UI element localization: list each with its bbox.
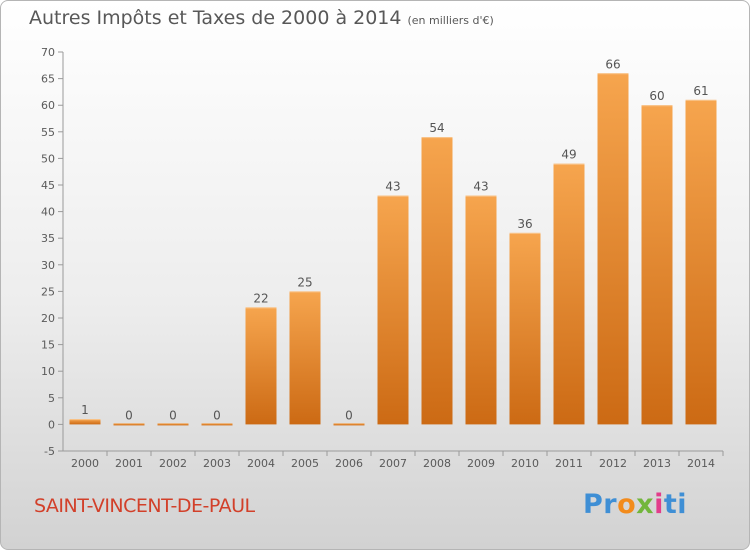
x-tick-label: 2004 xyxy=(247,457,275,470)
x-tick-label: 2012 xyxy=(599,457,627,470)
logo-part-1: Pr xyxy=(583,489,618,520)
bar xyxy=(509,232,541,425)
data-label: 61 xyxy=(693,84,708,98)
y-tick-label: 15 xyxy=(41,339,55,352)
data-label: 0 xyxy=(345,408,353,422)
bar xyxy=(641,105,673,425)
y-tick-label: 65 xyxy=(41,73,55,86)
y-tick-label: 0 xyxy=(48,418,55,431)
bar xyxy=(597,73,629,425)
logo-part-3: x xyxy=(636,489,655,520)
data-label: 43 xyxy=(473,180,488,194)
y-tick-label: 45 xyxy=(41,179,55,192)
x-tick-label: 2000 xyxy=(71,457,99,470)
x-tick-label: 2002 xyxy=(159,457,187,470)
bar xyxy=(113,423,145,426)
x-tick-label: 2010 xyxy=(511,457,539,470)
data-label: 60 xyxy=(649,89,664,103)
bar xyxy=(685,99,717,425)
x-tick-label: 2007 xyxy=(379,457,407,470)
x-tick-label: 2001 xyxy=(115,457,143,470)
x-tick-label: 2011 xyxy=(555,457,583,470)
commune-name: SAINT-VINCENT-DE-PAUL xyxy=(34,495,255,517)
data-label: 66 xyxy=(605,57,620,71)
data-label: 0 xyxy=(213,408,221,422)
y-tick-label: 40 xyxy=(41,206,55,219)
data-label: 43 xyxy=(385,180,400,194)
data-label: 0 xyxy=(169,408,177,422)
data-label: 54 xyxy=(429,121,444,135)
data-label: 22 xyxy=(253,291,268,305)
data-label: 25 xyxy=(297,275,312,289)
y-tick-label: 25 xyxy=(41,285,55,298)
logo-part-4: i xyxy=(654,489,664,520)
bar xyxy=(245,307,277,425)
bar xyxy=(421,137,453,425)
x-tick-label: 2003 xyxy=(203,457,231,470)
x-tick-label: 2013 xyxy=(643,457,671,470)
y-tick-label: 5 xyxy=(48,392,55,405)
bar xyxy=(377,195,409,425)
y-tick-label: 30 xyxy=(41,259,55,272)
chart-title: Autres Impôts et Taxes de 2000 à 2014 (en… xyxy=(29,7,494,29)
x-tick-label: 2006 xyxy=(335,457,363,470)
y-tick-label: 60 xyxy=(41,99,55,112)
data-label: 36 xyxy=(517,217,532,231)
logo-part-2: o xyxy=(617,489,637,520)
bar xyxy=(333,423,365,426)
bar xyxy=(157,423,189,426)
y-tick-label: 10 xyxy=(41,365,55,378)
bar xyxy=(289,291,321,425)
y-tick-label: 50 xyxy=(41,152,55,165)
y-tick-label: -5 xyxy=(44,445,55,458)
x-tick-label: 2009 xyxy=(467,457,495,470)
y-tick-label: 55 xyxy=(41,126,55,139)
y-tick-label: 70 xyxy=(41,46,55,59)
logo-part-5: ti xyxy=(663,489,688,520)
data-label: 0 xyxy=(125,408,133,422)
bar xyxy=(69,419,101,425)
chart-unit: (en milliers d'€) xyxy=(407,14,494,27)
x-tick-label: 2008 xyxy=(423,457,451,470)
data-label: 1 xyxy=(81,403,89,417)
y-tick-label: 35 xyxy=(41,232,55,245)
x-tick-label: 2014 xyxy=(687,457,715,470)
data-label: 49 xyxy=(561,148,576,162)
bar xyxy=(465,195,497,425)
y-tick-label: 20 xyxy=(41,312,55,325)
bar xyxy=(201,423,233,426)
bar xyxy=(553,163,585,425)
chart-title-text: Autres Impôts et Taxes de 2000 à 2014 xyxy=(29,7,402,29)
x-tick-label: 2005 xyxy=(291,457,319,470)
proxiti-logo: Proxiti xyxy=(583,489,687,520)
